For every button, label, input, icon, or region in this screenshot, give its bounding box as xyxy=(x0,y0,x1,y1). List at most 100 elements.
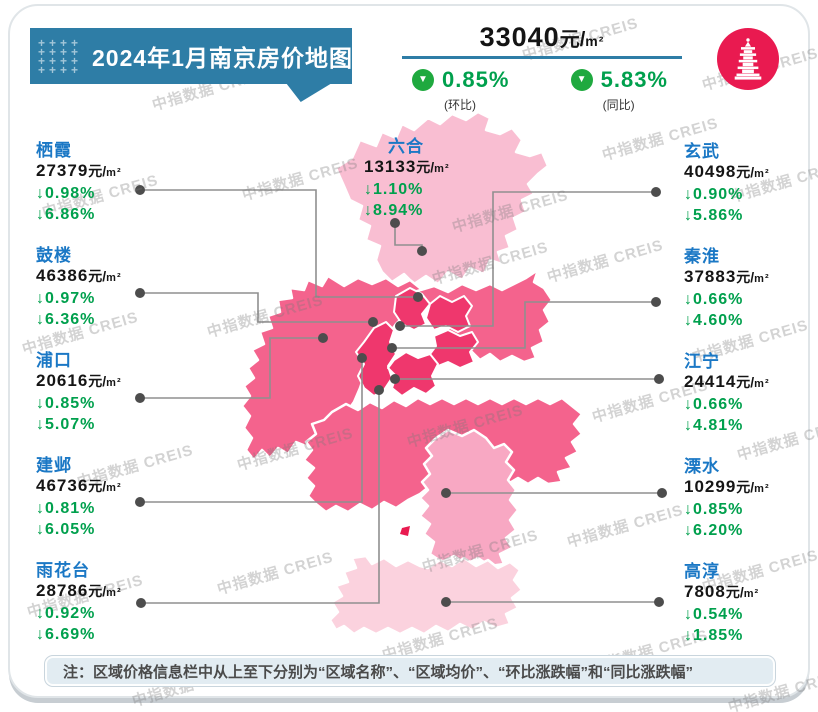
dot xyxy=(395,321,405,331)
district-mom: ↓0.66% xyxy=(684,396,744,413)
price-unit-cny: 元/ xyxy=(736,374,755,390)
price-unit-cny: 元/ xyxy=(736,164,755,180)
connector-qixia xyxy=(140,189,418,298)
plus-glyph: + xyxy=(71,45,79,59)
page-title: 2024年1月南京房价地图 xyxy=(92,45,353,71)
plus-glyph: + xyxy=(60,63,68,77)
district-price: 27379元/m² xyxy=(36,161,156,183)
district-price: 24414元/m² xyxy=(684,372,804,394)
plus-pattern: + + + + + + + + + + + + + + + + xyxy=(38,36,82,77)
region-gaochun xyxy=(328,554,524,636)
plus-glyph: + xyxy=(49,63,57,77)
district-price: 7808元/m² xyxy=(684,582,804,604)
price-unit-sqm: m² xyxy=(754,168,770,180)
price-unit-sqm: m² xyxy=(754,378,770,390)
dot xyxy=(136,598,146,608)
district-price: 28786元/m² xyxy=(36,581,156,603)
price-unit-cny: 元/ xyxy=(88,163,107,179)
connector-pukou xyxy=(140,337,323,399)
district-yoy: ↓1.85% xyxy=(684,627,744,644)
district-price-value: 20616 xyxy=(36,371,89,390)
district-name: 六合 xyxy=(388,137,424,156)
district-mom: ↓1.10% xyxy=(364,181,424,198)
district-mom: ↓0.97% xyxy=(36,290,96,307)
dot xyxy=(651,297,661,307)
price-unit-sqm: m² xyxy=(106,587,122,599)
price-unit-cny: 元/ xyxy=(559,29,586,51)
plus-glyph: + xyxy=(38,36,46,50)
dot xyxy=(135,288,145,298)
connector-yuhuatai xyxy=(141,390,380,604)
district-mom: ↓0.81% xyxy=(36,500,96,517)
region-enclave xyxy=(400,526,410,536)
price-unit-sqm: m² xyxy=(106,272,122,284)
district-price-value: 10299 xyxy=(684,477,737,496)
district-info-yuhuatai: 雨花台 28786元/m² ↓0.92% ↓6.69% xyxy=(36,561,156,643)
footnote-bar: 注：区域价格信息栏中从上至下分别为“区域名称”、“区域均价”、“环比涨跌幅”和“… xyxy=(45,656,775,686)
district-price-value: 7808 xyxy=(684,582,726,601)
summary-indicators: ▼ 0.85% (环比) ▼ 5.83% (同比) xyxy=(402,59,682,113)
district-price: 46386元/m² xyxy=(36,266,156,288)
pagoda-icon xyxy=(734,38,762,80)
district-mom: ↓0.98% xyxy=(36,185,96,202)
price-unit-sqm: m² xyxy=(106,167,122,179)
district-price: 46736元/m² xyxy=(36,476,156,498)
yoy-value: 5.83% xyxy=(600,67,668,92)
district-name: 栖霞 xyxy=(36,141,72,160)
district-name: 玄武 xyxy=(684,142,720,161)
district-mom: ↓0.92% xyxy=(36,605,96,622)
title-banner: + + + + + + + + + + + + + + + + 2024年1月南京房价地图 xyxy=(30,28,352,84)
district-yoy: ↓5.86% xyxy=(684,207,744,224)
yoy-label: (同比) xyxy=(602,98,635,112)
dot xyxy=(387,343,397,353)
price-unit-cny: 元/ xyxy=(736,479,755,495)
district-info-pukou: 浦口 20616元/m² ↓0.85% ↓5.07% xyxy=(36,351,156,433)
plus-glyph: + xyxy=(38,45,46,59)
price-unit-sqm: m² xyxy=(434,163,450,175)
plus-glyph: + xyxy=(38,63,46,77)
connector-jianye xyxy=(140,358,363,503)
dot xyxy=(657,488,667,498)
city-average-price: 33040元/m² xyxy=(402,22,682,53)
region-yuhuatai xyxy=(387,351,439,397)
plus-glyph: + xyxy=(60,54,68,68)
dot xyxy=(135,497,145,507)
district-name: 高淳 xyxy=(684,562,720,581)
district-yoy: ↓4.60% xyxy=(684,312,744,329)
price-unit-sqm: m² xyxy=(106,377,122,389)
region-luhe xyxy=(334,110,550,286)
summary-divider xyxy=(402,56,682,59)
dot xyxy=(651,187,661,197)
district-price-value: 46736 xyxy=(36,476,89,495)
district-yoy: ↓5.07% xyxy=(36,416,96,433)
plus-glyph: + xyxy=(49,54,57,68)
price-unit-cny: 元/ xyxy=(88,373,107,389)
district-info-jiangning: 江宁 24414元/m² ↓0.66% ↓4.81% xyxy=(684,352,804,434)
price-unit-sqm: m² xyxy=(754,273,770,285)
plus-glyph: + xyxy=(49,45,57,59)
district-info-xuanwu: 玄武 40498元/m² ↓0.90% ↓5.86% xyxy=(684,142,804,224)
dot xyxy=(413,292,423,302)
connector-dots xyxy=(135,185,667,608)
plus-glyph: + xyxy=(60,36,68,50)
price-unit-sqm: m² xyxy=(743,588,760,600)
district-name: 秦淮 xyxy=(684,247,720,266)
district-yoy: ↓8.94% xyxy=(364,202,424,219)
region-xuanwu xyxy=(425,295,473,333)
down-arrow-icon: ▼ xyxy=(570,69,593,91)
district-price-value: 27379 xyxy=(36,161,89,180)
price-unit-cny: 元/ xyxy=(725,584,744,600)
price-unit-cny: 元/ xyxy=(88,583,107,599)
connector-gulou xyxy=(140,292,373,323)
mom-indicator: ▼ 0.85% (环比) xyxy=(412,67,509,113)
plus-glyph: + xyxy=(71,54,79,68)
district-mom: ↓0.90% xyxy=(684,186,744,203)
map-overlay-district: 六合 13133元/m² ↓1.10% ↓8.94% xyxy=(364,137,484,221)
district-info-lishui: 溧水 10299元/m² ↓0.85% ↓6.20% xyxy=(684,457,804,539)
district-name: 浦口 xyxy=(36,351,72,370)
dot xyxy=(374,385,384,395)
district-mom: ↓0.66% xyxy=(684,291,744,308)
down-arrow-icon: ▼ xyxy=(412,69,434,91)
district-price: 10299元/m² xyxy=(684,477,804,499)
